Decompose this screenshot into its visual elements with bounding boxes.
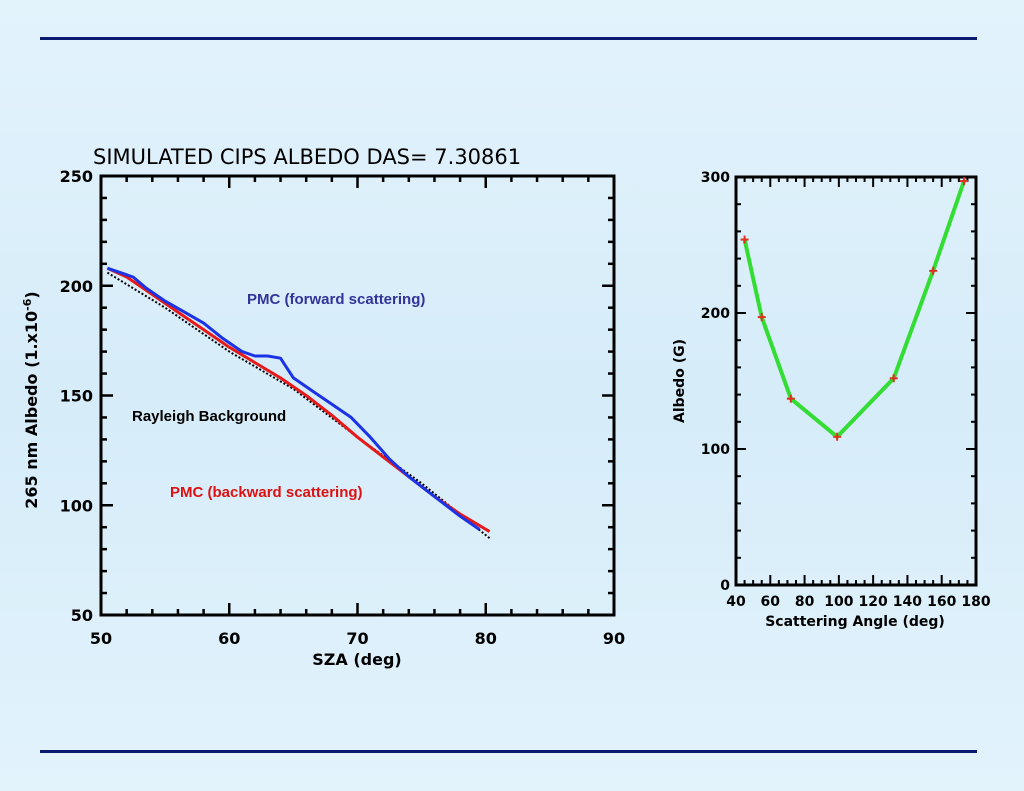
annotation-rayleigh-background: Rayleigh Background [132, 408, 286, 425]
annotation-pmc-backward: PMC (backward scattering) [170, 484, 363, 501]
chart1-y-tick-label: 50 [71, 606, 93, 625]
chart2-y-tick-label: 0 [720, 578, 730, 594]
chart2-x-tick-label: 40 [726, 594, 746, 610]
chart2-plot-frame [734, 175, 978, 587]
chart2-ticks: 40 60 80 100 120 140 160 180 0 100 200 300 [701, 170, 991, 610]
chart2-x-tick-label: 120 [859, 594, 888, 610]
albedo-scattering-angle-chart: 40 60 80 100 120 140 160 180 0 100 200 300 Scatteri… [672, 170, 991, 630]
chart2-x-tick-label: 160 [927, 594, 956, 610]
albedo-data-point [960, 177, 968, 186]
chart2-y-tick-label: 300 [701, 170, 730, 186]
chart1-y-axis-label-sup: -6 [21, 298, 34, 311]
chart1-y-tick-label: 250 [60, 167, 93, 186]
chart1-x-tick-label: 70 [346, 629, 368, 648]
top-divider-rule [40, 37, 977, 40]
chart1-y-tick-label: 100 [60, 496, 93, 515]
chart2-y-axis-label: Albedo (G) [672, 339, 688, 423]
chart1-x-tick-label: 80 [475, 629, 497, 648]
chart1-x-axis-label: SZA (deg) [312, 650, 401, 669]
chart1-x-tick-label: 90 [603, 629, 625, 648]
forward-scattering-line [106, 266, 481, 531]
chart1-title: SIMULATED CIPS ALBEDO DAS= 7.30861 [93, 145, 521, 169]
chart2-y-tick-label: 200 [701, 306, 730, 322]
chart1-series [106, 266, 491, 539]
albedo-data-point [929, 266, 938, 275]
bottom-divider-rule [40, 750, 977, 753]
albedo-fit-line [742, 180, 966, 439]
albedo-data-point [833, 432, 842, 441]
chart1-y-axis-label-close: ) [22, 291, 41, 298]
albedo-data-point [757, 313, 766, 322]
chart2-x-tick-label: 60 [761, 594, 781, 610]
chart2-x-axis-label: Scattering Angle (deg) [765, 614, 945, 630]
chart1-y-tick-label: 200 [60, 277, 93, 296]
chart2-series [740, 177, 968, 441]
chart1-y-axis-label-main: 265 nm Albedo (1.x10 [22, 311, 41, 509]
albedo-data-point [786, 394, 795, 403]
chart2-x-tick-label: 80 [795, 594, 815, 610]
annotation-pmc-forward: PMC (forward scattering) [247, 291, 425, 308]
chart1-y-axis-label: 265 nm Albedo (1.x10-6) [21, 291, 41, 508]
chart1-x-tick-label: 60 [218, 629, 240, 648]
chart2-y-tick-label: 100 [701, 442, 730, 458]
albedo-data-point [889, 374, 898, 383]
chart1-x-tick-label: 50 [90, 629, 112, 648]
chart2-x-tick-label: 140 [893, 594, 922, 610]
albedo-sza-chart: SIMULATED CIPS ALBEDO DAS= 7.30861 50 60 7… [21, 145, 625, 669]
chart2-x-tick-label: 180 [961, 594, 990, 610]
chart1-ticks: 50 60 70 80 90 50 100 150 200 250 [60, 167, 626, 648]
chart1-y-tick-label: 150 [60, 387, 93, 406]
chart2-x-tick-label: 100 [824, 594, 853, 610]
albedo-data-point [740, 235, 749, 244]
chart1-plot-frame [99, 174, 616, 617]
